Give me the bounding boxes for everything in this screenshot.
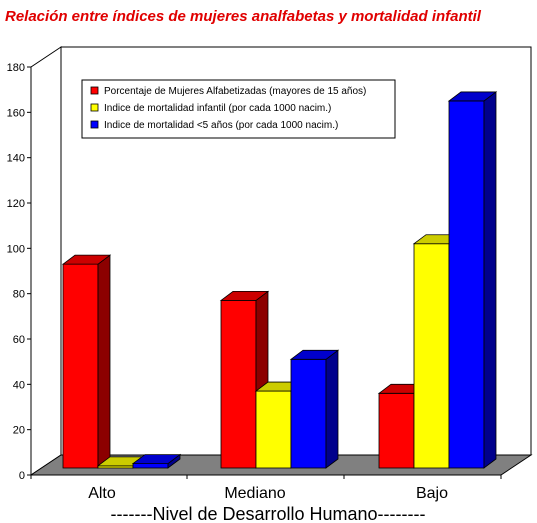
- x-category-label: Mediano: [224, 485, 285, 502]
- bar-front: [290, 358, 327, 469]
- legend-item: Porcentaje de Mujeres Alfabetizadas (may…: [90, 86, 366, 97]
- legend-swatch: [90, 120, 99, 129]
- bar-side: [97, 254, 111, 469]
- bar: [131, 453, 182, 469]
- bar-top: [219, 290, 270, 301]
- bar: [289, 349, 340, 469]
- legend-swatch: [90, 103, 99, 112]
- y-tick-label: 100: [7, 243, 25, 255]
- y-tick-label: 140: [7, 153, 25, 165]
- legend-swatch: [90, 86, 99, 95]
- bar-side: [483, 91, 497, 469]
- x-axis: Alto Mediano Bajo: [30, 474, 502, 502]
- y-tick-label: 80: [13, 289, 25, 301]
- x-axis-title: -------Nivel de Desarrollo Humano-------…: [110, 504, 425, 523]
- y-tick-label: 120: [7, 198, 25, 210]
- y-tick-label: 60: [13, 334, 25, 346]
- legend-item: Indice de mortalidad infantil (por cada …: [90, 103, 331, 114]
- y-tick-label: 160: [7, 107, 25, 119]
- bar-top: [447, 91, 498, 102]
- bar-front: [255, 390, 292, 469]
- legend-item: Indice de mortalidad <5 años (por cada 1…: [90, 120, 338, 131]
- bar: [219, 290, 270, 469]
- bars: [61, 91, 498, 469]
- bar: [61, 254, 112, 469]
- bar-side: [325, 349, 339, 469]
- bar-front: [378, 392, 415, 469]
- chart-title: Relación entre índices de mujeres analfa…: [5, 8, 482, 25]
- bar: [447, 91, 498, 469]
- legend: Porcentaje de Mujeres Alfabetizadas (may…: [81, 79, 396, 139]
- bar-front: [220, 299, 257, 469]
- x-category-label: Bajo: [416, 485, 448, 502]
- legend-label: Indice de mortalidad infantil (por cada …: [104, 103, 331, 114]
- legend-label: Indice de mortalidad <5 años (por cada 1…: [104, 120, 338, 131]
- y-tick-label: 20: [13, 425, 25, 437]
- y-tick-label: 0: [19, 470, 25, 482]
- bar-front: [413, 243, 450, 469]
- y-tick-label: 180: [7, 62, 25, 74]
- bar-top: [61, 254, 112, 265]
- x-category-label: Alto: [88, 485, 116, 502]
- bar-front: [448, 100, 485, 469]
- bar-front: [132, 463, 169, 469]
- legend-box: [81, 79, 396, 139]
- bar-top: [289, 349, 340, 360]
- bar-front: [62, 263, 99, 469]
- y-tick-label: 40: [13, 379, 25, 391]
- bar-top: [131, 454, 182, 465]
- legend-label: Porcentaje de Mujeres Alfabetizadas (may…: [104, 86, 366, 97]
- side-wall: [30, 46, 62, 476]
- y-axis: 0 20 40 60 80 100 120 140 160 180: [7, 62, 32, 482]
